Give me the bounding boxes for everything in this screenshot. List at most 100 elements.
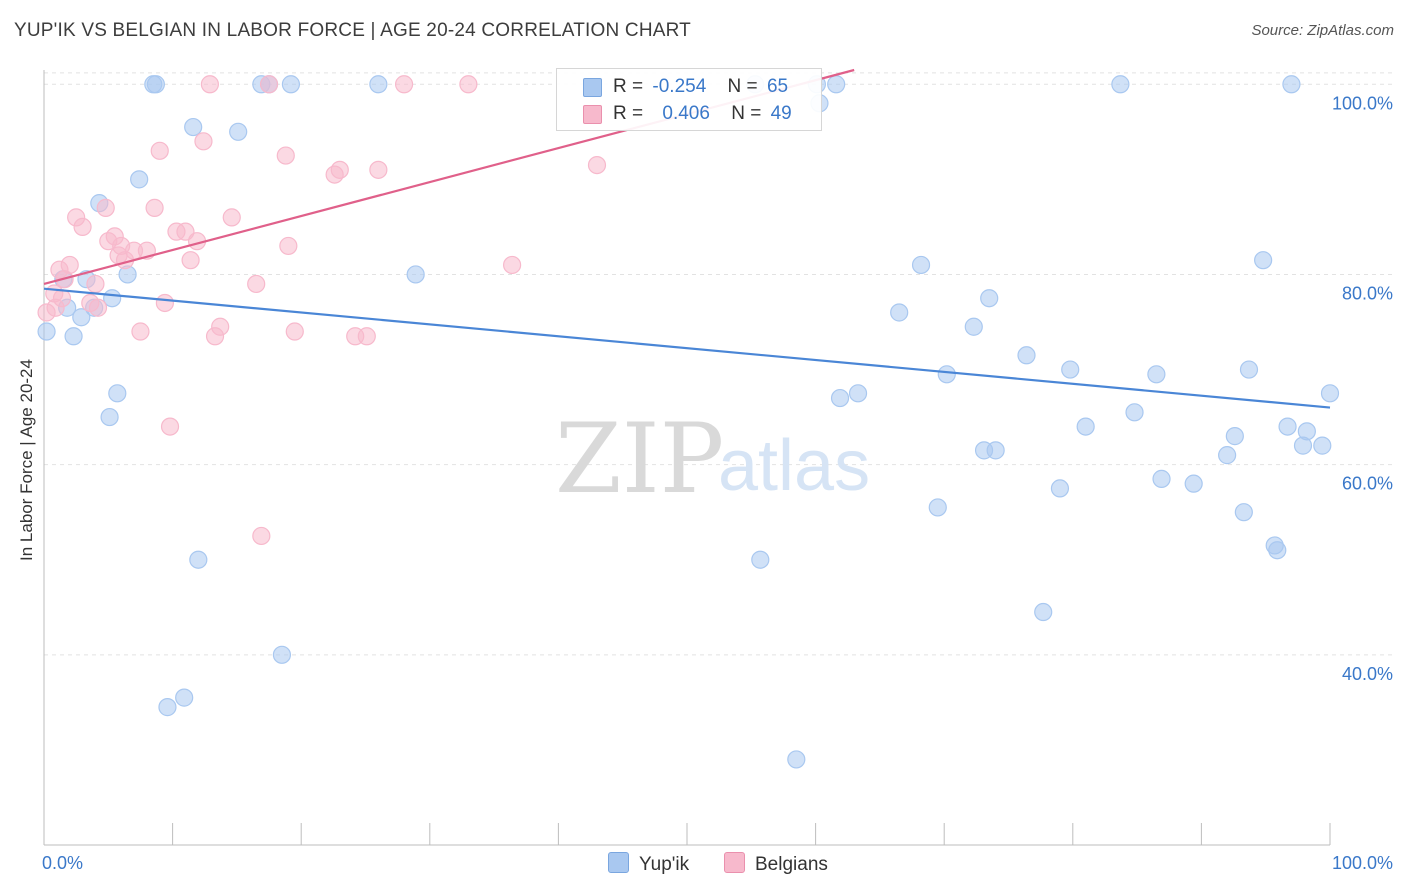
yupik-point	[406, 265, 425, 284]
watermark: ZIP atlas	[555, 403, 870, 515]
belgians-point	[503, 255, 522, 275]
belgians-point	[276, 146, 295, 165]
yupik-point	[1017, 346, 1036, 365]
belgians-legend-label: Belgians	[755, 854, 828, 875]
yupik-point	[890, 303, 909, 322]
n-label: N =	[727, 76, 758, 97]
yupik-point	[1297, 422, 1316, 441]
belgians-point	[160, 417, 180, 436]
yupik-point	[848, 384, 868, 403]
yupik-point	[189, 550, 208, 569]
yupik-point	[1225, 427, 1244, 446]
yupik-point	[108, 384, 127, 403]
belgians-point	[394, 75, 414, 94]
x-tick-label: 0.0%	[42, 853, 83, 873]
yupik-point	[229, 122, 248, 141]
belgians-point	[181, 251, 200, 270]
belgians-point	[88, 298, 108, 317]
yupik-point	[830, 388, 850, 408]
r-label: R =	[613, 103, 644, 124]
yupik-point	[827, 75, 846, 94]
belgians-point	[155, 293, 174, 313]
belgians-point	[459, 75, 478, 94]
yupik-point	[1239, 360, 1259, 379]
yupik-point	[1218, 446, 1237, 465]
belgians-point	[96, 198, 115, 217]
yupik-point	[964, 317, 983, 336]
belgians-point	[330, 160, 349, 179]
belgians-point	[200, 75, 219, 94]
watermark-zip: ZIP	[555, 403, 724, 515]
belgians-point	[52, 289, 72, 308]
y-tick-label: 40.0%	[1342, 664, 1393, 684]
y-tick-label: 60.0%	[1342, 474, 1393, 494]
yupik-point	[1034, 602, 1053, 622]
yupik-point	[1147, 365, 1166, 384]
yupik-point	[184, 117, 203, 137]
y-tick-label: 100.0%	[1332, 93, 1393, 113]
yupik-point	[1076, 417, 1095, 436]
belgians-swatch	[583, 105, 602, 124]
belgians-point	[109, 246, 128, 265]
yupik-point	[928, 498, 947, 517]
yupik-point	[1268, 541, 1287, 560]
bottom-legend-belgians: Belgians	[724, 852, 828, 876]
yupik-point	[911, 255, 931, 275]
r-label: R =	[613, 76, 644, 97]
belgians-point	[86, 274, 105, 294]
belgians-point	[145, 198, 164, 217]
yupik-point	[751, 550, 770, 569]
belgians-point	[369, 160, 388, 179]
tick-label-layer: 40.0% 60.0% 80.0% 100.0% 0.0% 100.0%	[42, 93, 1393, 873]
yupik-n-value: 65	[766, 76, 789, 97]
belgians-r-value: 0.406	[662, 103, 710, 124]
x-tick-label: 100.0%	[1332, 853, 1393, 873]
yupik-point	[980, 289, 999, 308]
chart-title: YUP'IK VS BELGIAN IN LABOR FORCE | AGE 2…	[14, 20, 691, 41]
yupik-point	[130, 170, 149, 189]
yupik-legend-swatch	[608, 852, 629, 873]
yupik-point	[1234, 503, 1253, 522]
yupik-point	[146, 75, 165, 94]
belgians-point	[279, 236, 298, 256]
belgians-point	[211, 317, 230, 336]
yupik-r-value: -0.254	[652, 76, 707, 97]
yupik-point	[1111, 75, 1130, 94]
yupik-point	[72, 308, 91, 327]
yupik-point	[281, 75, 301, 94]
belgians-point	[150, 141, 169, 160]
yupik-point	[158, 698, 177, 717]
yupik-point	[787, 750, 806, 769]
yupik-point	[1061, 360, 1080, 379]
source-credit: Source: ZipAtlas.com	[1251, 22, 1394, 39]
yupik-point	[1320, 384, 1340, 403]
yupik-point	[1278, 417, 1297, 436]
yupik-point	[937, 365, 956, 384]
yupik-point	[1125, 403, 1144, 422]
belgians-point	[285, 322, 304, 341]
belgians-legend-swatch	[724, 852, 745, 873]
axes-layer	[43, 70, 1331, 846]
belgians-point	[252, 526, 271, 546]
yupik-point	[64, 327, 83, 346]
yupik-point	[986, 441, 1005, 460]
belgians-point	[357, 327, 376, 346]
belgians-point	[247, 274, 266, 294]
belgians-point	[222, 208, 241, 227]
belgians-n-value: 49	[770, 103, 792, 124]
belgians-point	[60, 255, 79, 275]
yupik-point	[1313, 436, 1332, 455]
belgians-point	[131, 322, 150, 341]
yupik-point	[1050, 479, 1070, 498]
grid-layer	[44, 72, 1394, 656]
n-label: N =	[731, 103, 762, 124]
yupik-point	[100, 407, 119, 427]
yupik-point	[1254, 251, 1273, 270]
watermark-atlas: atlas	[718, 426, 870, 506]
bottom-legend-yupik: Yup'ik	[608, 852, 689, 876]
belgians-point	[259, 75, 279, 94]
yupik-point	[37, 322, 56, 341]
belgians-point	[587, 155, 607, 175]
yupik-point	[175, 688, 194, 707]
